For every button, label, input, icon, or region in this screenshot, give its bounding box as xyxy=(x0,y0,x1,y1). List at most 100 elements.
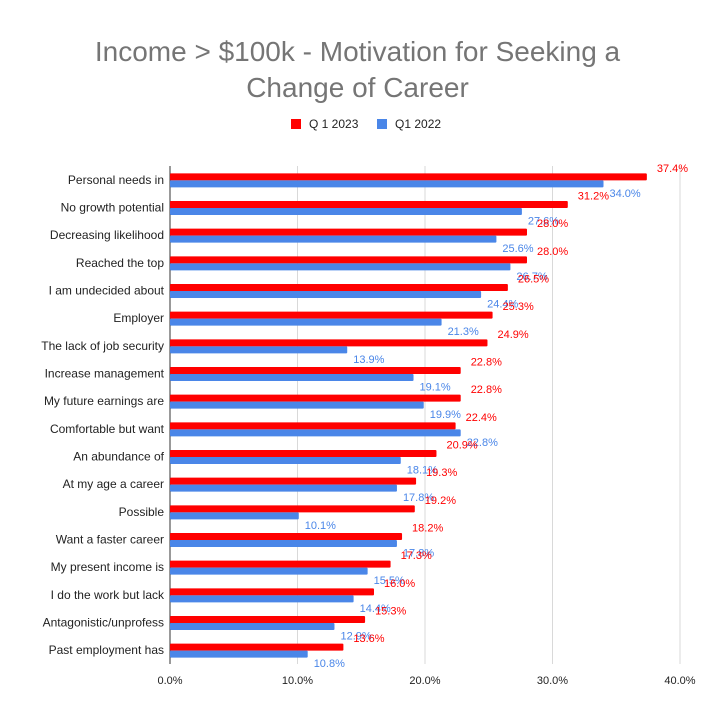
category-label: An abundance of xyxy=(73,450,164,464)
bar-series-2 xyxy=(170,401,424,409)
data-label-series-1: 16.0% xyxy=(384,578,415,590)
x-tick-label: 30.0% xyxy=(537,675,568,687)
bar-series-1 xyxy=(170,588,374,596)
data-labels: 37.4%34.0%31.2%27.6%28.0%25.6% 28.0%26.7%… xyxy=(305,163,688,670)
data-label-series-2: 21.3% xyxy=(448,326,479,338)
category-label: Personal needs in xyxy=(68,173,164,187)
data-label-series-1: 37.4% xyxy=(657,163,688,175)
category-label: Want a faster career xyxy=(56,533,164,547)
bar-series-1 xyxy=(170,228,527,236)
data-label-series-1: 13.6% xyxy=(353,633,384,645)
bar-series-2 xyxy=(170,346,348,354)
bar-series-1 xyxy=(170,284,508,291)
data-label-series-2: 12.9% xyxy=(340,631,371,643)
bar-series-2 xyxy=(170,512,299,520)
data-label-series-2: 10.8% xyxy=(314,658,345,670)
category-label: Antagonistic/unprofess xyxy=(43,616,164,630)
data-label-series-2: 19.9% xyxy=(430,409,461,421)
category-label: Decreasing likelihood xyxy=(50,228,164,242)
category-label: At my age a career xyxy=(63,477,164,491)
data-label-series-1: 22.8% xyxy=(471,357,502,369)
bar-series-2 xyxy=(170,429,461,437)
bar-series-1 xyxy=(170,643,344,651)
category-label: Possible xyxy=(119,505,165,519)
x-tick-label: 20.0% xyxy=(409,675,440,687)
data-label-series-1: 19.3% xyxy=(426,467,457,479)
bar-series-1 xyxy=(170,394,461,402)
category-label: Employer xyxy=(113,311,164,325)
data-label-series-1: 15.3% xyxy=(375,606,406,618)
bar-series-1 xyxy=(170,339,488,347)
data-label-series-2: 18.1% xyxy=(407,465,438,477)
bar-series-2 xyxy=(170,623,335,630)
bar-series-2 xyxy=(170,484,397,492)
bar-series-2 xyxy=(170,650,308,658)
data-label-series-1: 31.2% xyxy=(578,191,609,203)
data-label-series-1: 24.9% xyxy=(497,329,528,341)
legend-label-series-1: Q 1 2023 xyxy=(309,117,359,131)
data-label-series-1: 18.2% xyxy=(412,523,443,535)
bar-series-1 xyxy=(170,173,647,181)
data-label-series-2: 15.5% xyxy=(374,575,405,587)
data-label-series-2: 27.6% xyxy=(528,216,559,228)
bar-series-2 xyxy=(170,263,511,271)
data-label-series-2: 26.7% xyxy=(516,271,547,283)
legend-swatch-series-1 xyxy=(291,119,301,129)
category-label: I do the work but lack xyxy=(51,588,165,602)
category-label: Comfortable but want xyxy=(50,422,165,436)
category-label: My future earnings are xyxy=(44,394,164,408)
bars xyxy=(170,173,647,658)
legend-swatch-series-2 xyxy=(377,119,387,129)
data-label-series-2: 22.8% xyxy=(467,437,498,449)
bar-series-1 xyxy=(170,533,403,540)
data-label-series-1: 28.0% xyxy=(537,246,568,258)
category-label: No growth potential xyxy=(61,201,164,215)
data-label-series-1: 17.3% xyxy=(401,550,432,562)
data-label-series-2: 25.6% xyxy=(502,243,533,255)
data-label-series-2: 34.0% xyxy=(610,188,641,200)
bar-series-1 xyxy=(170,505,415,513)
category-label: Reached the top xyxy=(76,256,164,270)
x-tick-label: 40.0% xyxy=(664,675,695,687)
bar-series-2 xyxy=(170,595,354,603)
category-label: The lack of job security xyxy=(41,339,164,353)
bar-series-2 xyxy=(170,180,604,188)
data-label-series-2: 24.4% xyxy=(487,299,518,311)
bar-series-2 xyxy=(170,208,522,215)
bar-series-2 xyxy=(170,457,401,464)
category-label: My present income is xyxy=(51,560,164,574)
bar-series-1 xyxy=(170,422,456,430)
bar-series-2 xyxy=(170,235,497,243)
data-label-series-2: 17.8% xyxy=(403,548,434,560)
data-label-series-1: 22.4% xyxy=(466,412,497,424)
data-label-series-2: 19.1% xyxy=(420,382,451,394)
x-tick-label: 0.0% xyxy=(157,675,182,687)
bar-series-1 xyxy=(170,256,527,264)
data-label-series-1: 26.5% xyxy=(518,274,549,286)
bar-series-2 xyxy=(170,318,442,326)
data-label-series-2: 17.8% xyxy=(403,492,434,504)
x-axis-ticks: 0.0% 10.0% 20.0% 30.0% 40.0% xyxy=(157,675,695,687)
bar-series-1 xyxy=(170,560,391,568)
data-label-series-2: 13.9% xyxy=(353,354,384,366)
bar-series-2 xyxy=(170,567,368,575)
data-label-series-1: 25.3% xyxy=(503,301,534,313)
bar-series-1 xyxy=(170,450,437,457)
category-labels: Personal needs in No growth potential Decr… xyxy=(41,173,165,657)
legend-label-series-2: Q1 2022 xyxy=(395,117,441,131)
data-label-series-1: 20.9% xyxy=(446,440,477,452)
legend: Q 1 2023 Q1 2022 xyxy=(291,117,441,131)
bar-series-1 xyxy=(170,477,417,485)
data-label-series-1: 22.8% xyxy=(471,384,502,396)
data-label-series-1: 19.2% xyxy=(425,495,456,507)
bar-series-2 xyxy=(170,540,397,547)
bar-series-2 xyxy=(170,374,414,381)
bar-series-1 xyxy=(170,311,493,319)
bar-series-1 xyxy=(170,201,568,208)
category-label: I am undecided about xyxy=(49,284,165,298)
x-tick-label: 10.0% xyxy=(282,675,313,687)
gridlines xyxy=(169,166,681,664)
bar-series-1 xyxy=(170,367,461,374)
